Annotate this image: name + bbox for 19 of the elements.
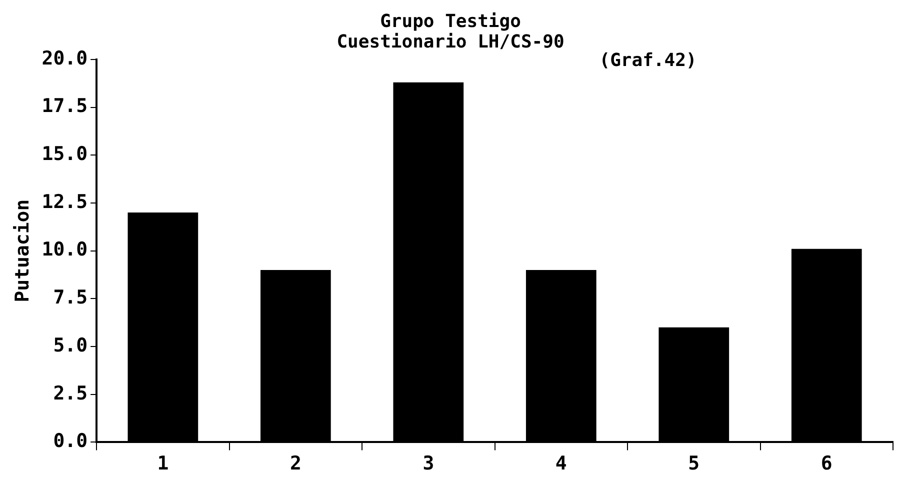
y-tick-label: 5.0	[53, 334, 88, 356]
y-tick-label: 0.0	[53, 430, 88, 452]
text: Cuestionario LH/CS-90	[336, 32, 564, 53]
text: Grupo Testigo	[380, 11, 521, 32]
y-axis-title: Putuacion	[11, 199, 34, 302]
y-tick-label: 17.5	[42, 95, 88, 118]
y-tick-label: 10.0	[42, 238, 88, 261]
y-tick-label: 12.5	[42, 190, 88, 213]
x-tick-label: 1	[157, 452, 169, 475]
y-tick-label: 2.5	[53, 382, 88, 404]
x-tick-label: 6	[820, 452, 832, 475]
y-tick-label: 7.5	[53, 286, 88, 309]
x-tick-label: 3	[422, 452, 434, 475]
y-tick-label: 15.0	[42, 143, 88, 166]
x-tick-label: 5	[688, 452, 700, 475]
x-tick-label: 4	[555, 452, 567, 475]
y-tick-label: 20.0	[42, 47, 88, 70]
x-tick-label: 2	[290, 452, 302, 475]
chart-subtitle: (Graf.42)	[599, 50, 697, 71]
